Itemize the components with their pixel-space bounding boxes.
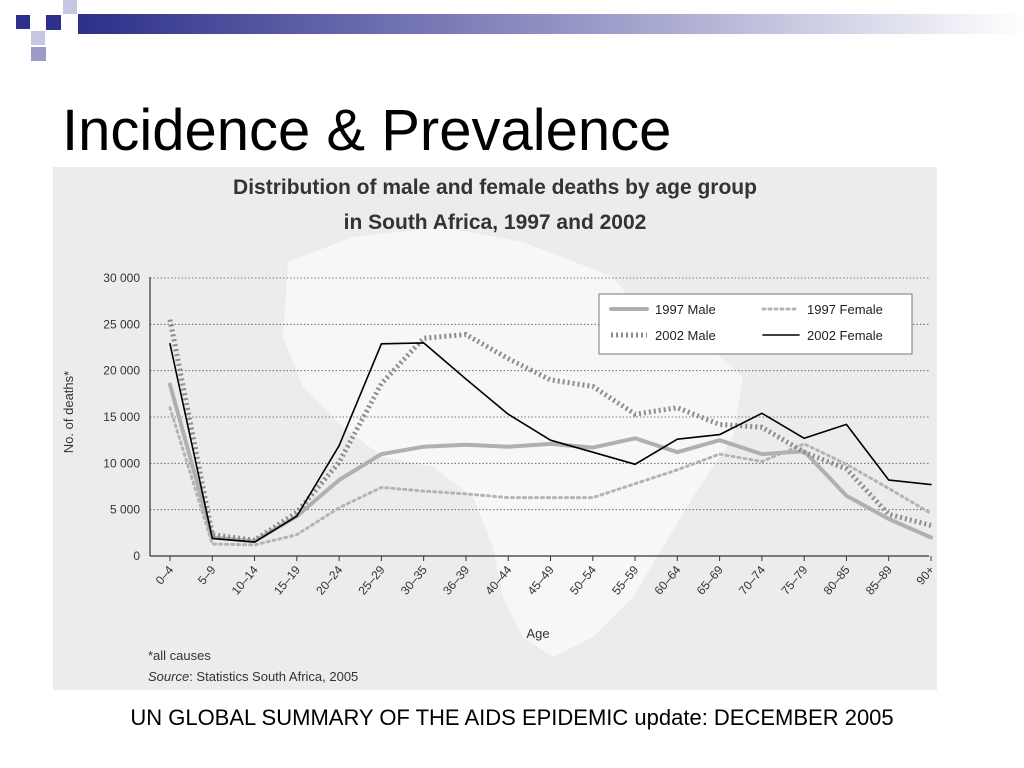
- grid-lines: [150, 277, 929, 511]
- x-tick-label: 85–89: [863, 563, 895, 598]
- slide-caption: UN GLOBAL SUMMARY OF THE AIDS EPIDEMIC u…: [130, 705, 894, 730]
- y-tick-label: 10 000: [103, 456, 140, 470]
- x-tick-label: 25–29: [356, 563, 388, 598]
- chart-title: Distribution of male and female deaths b…: [233, 176, 757, 199]
- x-tick-label: 70–74: [736, 563, 768, 598]
- series-line-2002-male: [167, 319, 932, 543]
- slide-title: Incidence & Prevalence: [62, 98, 672, 163]
- y-tick-label: 20 000: [103, 364, 140, 378]
- source-label: Source: [148, 669, 189, 684]
- y-tick-label: 5 000: [110, 503, 140, 517]
- y-tick-label: 30 000: [103, 271, 140, 285]
- y-tick-label: 0: [133, 549, 140, 563]
- chart-subtitle: in South Africa, 1997 and 2002: [344, 211, 647, 234]
- deco-square: [31, 47, 46, 61]
- legend-label: 2002 Male: [655, 328, 716, 343]
- slide-corner-decoration: [16, 0, 1024, 61]
- chart-source: Source: Statistics South Africa, 2005: [148, 669, 358, 684]
- series-line-1997-female: [168, 406, 933, 547]
- y-tick-label: 15 000: [103, 410, 140, 424]
- legend: 1997 Male 1997 Female 2002 Male 2002 Female: [598, 293, 913, 355]
- x-tick-label: 10–14: [229, 563, 261, 598]
- chart-footnote: *all causes: [148, 648, 211, 663]
- header-gradient-bar: [78, 14, 1024, 34]
- chart-panel: Distribution of male and female deaths b…: [53, 167, 937, 690]
- x-tick-label: 20–24: [313, 563, 345, 598]
- x-tick-label: 75–79: [778, 563, 810, 598]
- deco-square: [31, 31, 45, 45]
- line-chart: Distribution of male and female deaths b…: [61, 176, 937, 684]
- x-tick-label: 0–4: [153, 563, 177, 588]
- y-axis-label: No. of deaths*: [61, 371, 76, 453]
- legend-label: 1997 Male: [655, 302, 716, 317]
- x-tick-label: 60–64: [651, 563, 683, 598]
- deco-square: [63, 0, 77, 14]
- source-text: : Statistics South Africa, 2005: [189, 669, 358, 684]
- legend-box: [598, 293, 913, 355]
- x-tick-label: 30–35: [398, 563, 430, 598]
- x-axis-label: Age: [526, 626, 549, 641]
- deco-square: [46, 15, 61, 30]
- x-tick-label: 5–9: [195, 563, 219, 588]
- x-tick-label: 80–85: [821, 563, 853, 598]
- x-tick-label: 65–69: [694, 563, 726, 598]
- series-lines: [167, 319, 933, 547]
- series-line-2002-female: [169, 342, 932, 543]
- legend-label: 2002 Female: [807, 328, 883, 343]
- deco-square: [16, 15, 30, 29]
- x-tick-label: 36–39: [440, 563, 472, 598]
- x-tick-label: 15–19: [271, 563, 303, 598]
- x-tick-label: 90+: [913, 563, 937, 588]
- legend-label: 1997 Female: [807, 302, 883, 317]
- y-tick-label: 25 000: [103, 317, 140, 331]
